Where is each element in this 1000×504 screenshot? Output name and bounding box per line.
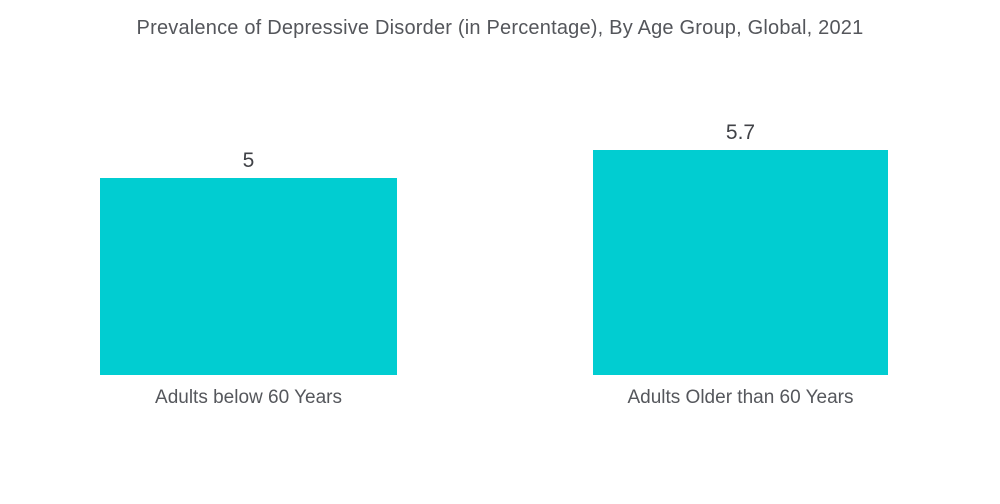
bar-rect[interactable] [100,178,397,375]
bar-category-label: Adults Older than 60 Years [627,387,854,408]
bar-value-label: 5 [242,149,255,172]
bar-category-label: Adults below 60 Years [155,387,342,408]
bar-group: 5.7 Adults Older than 60 Years [593,121,888,408]
chart-title: Prevalence of Depressive Disorder (in Pe… [136,17,864,39]
bar-rect[interactable] [593,150,888,375]
bar-group: 5 Adults below 60 Years [100,149,397,408]
bar-value-label: 5.7 [725,121,756,144]
